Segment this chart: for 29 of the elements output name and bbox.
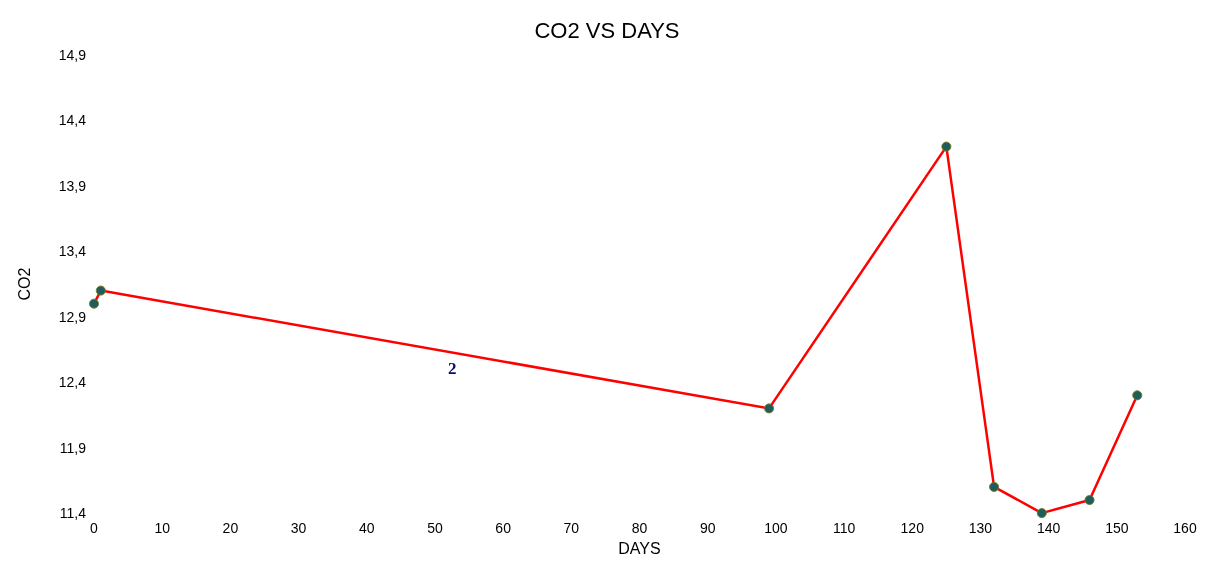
y-tick-label: 13,4	[58, 243, 87, 260]
x-tick-label: 120	[900, 520, 925, 537]
y-tick-label: 14,9	[58, 47, 87, 63]
y-tick-label: 11,4	[59, 505, 87, 522]
x-tick-label: 100	[764, 520, 788, 537]
x-tick-label: 30	[290, 520, 307, 537]
x-tick-label: 40	[358, 520, 375, 537]
x-tick-label: 0	[90, 520, 99, 537]
x-axis-title: DAYS	[618, 539, 661, 557]
y-tick-label: 11,9	[59, 439, 87, 456]
y-tick-label: 12,9	[58, 308, 87, 325]
x-tick-label: 140	[1036, 520, 1061, 537]
y-tick-label: 13,9	[58, 177, 87, 194]
x-tick-label: 60	[495, 520, 512, 537]
y-tick-label: 12,4	[58, 374, 87, 391]
y-axis-title: CO2	[15, 267, 33, 301]
x-tick-label: 130	[968, 520, 993, 537]
x-tick-label: 160	[1173, 520, 1197, 537]
x-tick-label: 50	[427, 520, 443, 537]
x-tick-label: 110	[832, 520, 856, 537]
chart-title: CO2 VS DAYS	[534, 17, 680, 43]
x-tick-label: 10	[154, 520, 171, 537]
x-tick-label: 80	[631, 520, 648, 537]
x-tick-label: 150	[1105, 520, 1129, 537]
x-tick-label: 20	[222, 520, 239, 537]
x-tick-label: 70	[563, 520, 580, 537]
y-tick-label: 14,4	[58, 112, 87, 129]
annotation: 2	[448, 359, 457, 378]
x-tick-label: 90	[699, 520, 716, 537]
